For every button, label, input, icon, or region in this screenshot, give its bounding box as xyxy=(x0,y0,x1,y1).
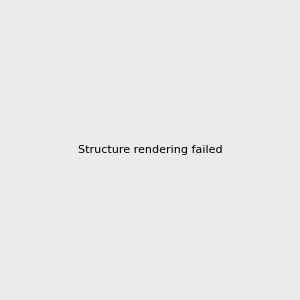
Text: Structure rendering failed: Structure rendering failed xyxy=(78,145,222,155)
